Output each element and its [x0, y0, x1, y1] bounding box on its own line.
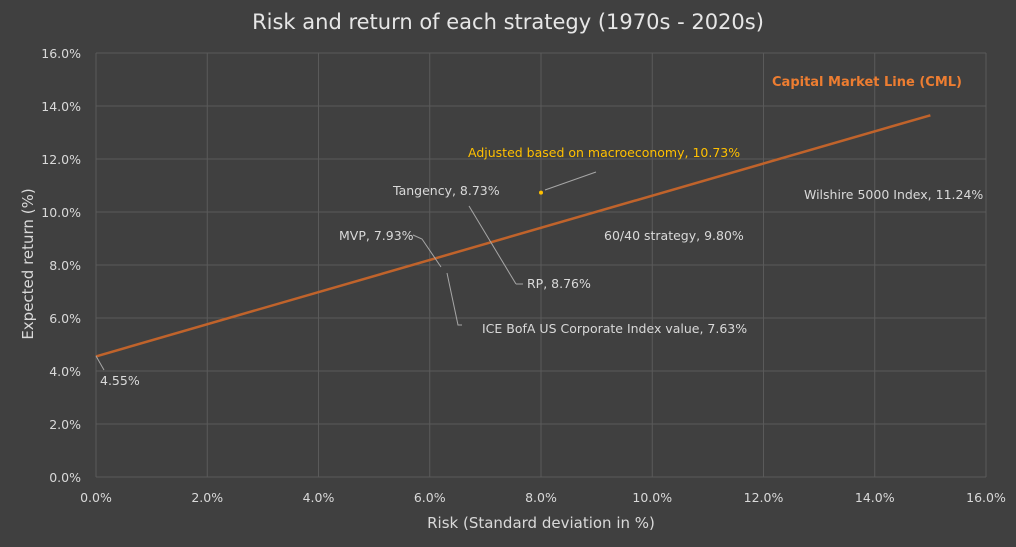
x-tick-label: 4.0% — [303, 490, 335, 505]
annotation-leader-line — [412, 234, 442, 268]
annotation-label: Tangency, 8.73% — [392, 183, 500, 198]
cml-line — [95, 114, 931, 358]
y-tick-label: 10.0% — [41, 205, 81, 220]
x-tick-label: 2.0% — [191, 490, 223, 505]
annotation-label: 60/40 strategy, 9.80% — [604, 228, 744, 243]
annotation-leader-line — [446, 272, 462, 326]
annotation-leader-line — [95, 355, 105, 371]
y-tick-label: 8.0% — [49, 258, 81, 273]
annotation-leader-line — [468, 205, 517, 285]
x-tick-label: 8.0% — [525, 490, 557, 505]
y-tick-label: 16.0% — [41, 46, 81, 61]
annotation-label: Adjusted based on macroeconomy, 10.73% — [468, 145, 740, 160]
cml-legend-label: Capital Market Line (CML) — [772, 75, 962, 90]
chart-title: Risk and return of each strategy (1970s … — [252, 10, 764, 34]
x-tick-label: 6.0% — [414, 490, 446, 505]
y-axis-label: Expected return (%) — [19, 188, 37, 340]
y-tick-label: 0.0% — [49, 470, 81, 485]
y-tick-label: 14.0% — [41, 99, 81, 114]
annotation-label: Wilshire 5000 Index, 11.24% — [804, 187, 983, 202]
x-axis-label: Risk (Standard deviation in %) — [427, 514, 655, 532]
annotation-point — [539, 190, 543, 195]
y-tick-label: 6.0% — [49, 311, 81, 326]
x-tick-label: 0.0% — [80, 490, 112, 505]
x-tick-label: 10.0% — [632, 490, 672, 505]
y-tick-label: 4.0% — [49, 364, 81, 379]
annotation-label: 4.55% — [100, 373, 140, 388]
annotation-label: RP, 8.76% — [527, 276, 591, 291]
x-tick-label: 14.0% — [855, 490, 895, 505]
annotation-leader-line — [544, 171, 597, 191]
x-tick-label: 16.0% — [966, 490, 1006, 505]
y-tick-label: 2.0% — [49, 417, 81, 432]
annotation-label: ICE BofA US Corporate Index value, 7.63% — [482, 321, 747, 336]
y-tick-label: 12.0% — [41, 152, 81, 167]
x-tick-label: 12.0% — [744, 490, 784, 505]
annotation-label: MVP, 7.93% — [339, 228, 414, 243]
